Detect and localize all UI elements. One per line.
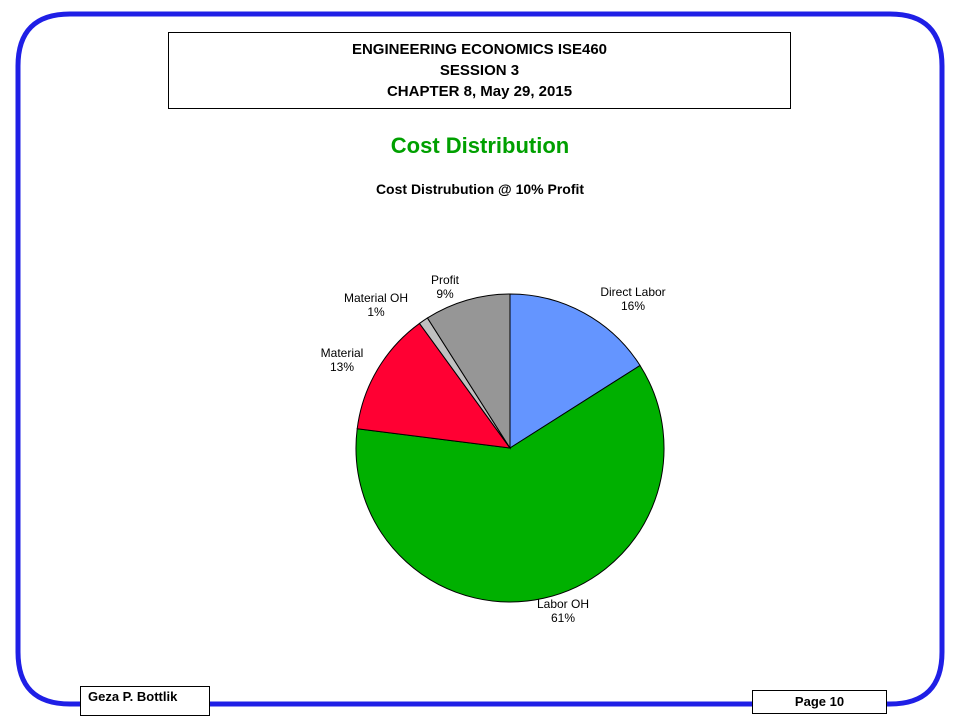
slice-label-percent: 13% [330,360,354,374]
page-number: Page 10 [752,690,887,714]
pie-slice-direct-labor [509,293,641,449]
pie-slice-material [356,322,512,449]
slide-title: Cost Distribution [390,133,570,158]
slice-label-percent: 61% [551,611,575,625]
pie-slice-profit [426,293,511,450]
pie-slice-labor-oh [355,364,665,603]
header-chapter-date: CHAPTER 8, May 29, 2015 [386,83,573,100]
author-box: Geza P. Bottlik [80,686,210,716]
slice-label-name: Material OH [344,291,408,305]
header-course-title: ENGINEERING ECONOMICS ISE460 [351,41,608,58]
slide-frame [15,11,945,707]
header-box: ENGINEERING ECONOMICS ISE460 SESSION 3 C… [168,32,791,109]
slice-label-percent: 16% [621,299,645,313]
slice-label-name: Material [321,346,364,360]
slice-label-name: Direct Labor [600,285,665,299]
chart-title: Cost Distrubution @ 10% Profit [375,181,585,197]
slice-label-percent: 9% [436,287,454,301]
slice-label-percent: 1% [367,305,385,319]
slice-label-name: Labor OH [537,597,589,611]
slice-label-name: Profit [431,273,460,287]
header-session: SESSION 3 [439,62,520,79]
